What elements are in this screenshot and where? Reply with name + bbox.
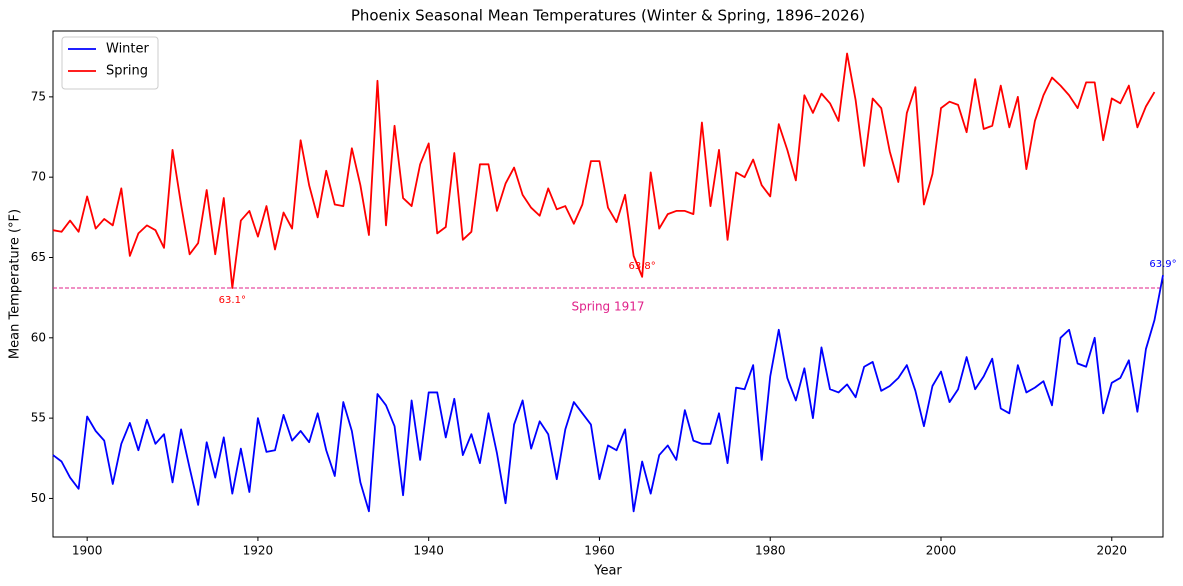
legend-label: Winter <box>106 42 150 57</box>
annotation: 63.1° <box>219 295 246 306</box>
reference-label: Spring 1917 <box>571 300 644 314</box>
legend-label: Spring <box>106 64 148 79</box>
x-tick-label: 1940 <box>413 544 444 558</box>
x-axis-label: Year <box>593 564 622 579</box>
y-tick-label: 60 <box>31 330 46 344</box>
x-tick-label: 2020 <box>1096 544 1127 558</box>
y-tick-label: 50 <box>31 491 46 505</box>
y-axis-label: Mean Temperature (°F) <box>8 209 23 359</box>
legend-box <box>61 36 159 90</box>
x-tick-label: 1980 <box>755 544 786 558</box>
annotation: 63.9° <box>1149 259 1176 270</box>
series-line <box>52 275 1164 513</box>
x-tick-label: 1960 <box>584 544 615 558</box>
x-tick-label: 2000 <box>926 544 957 558</box>
x-tick-label: 1920 <box>243 544 274 558</box>
x-tick-label: 1900 <box>72 544 103 558</box>
y-tick-label: 55 <box>31 411 46 425</box>
chart-title: Phoenix Seasonal Mean Temperatures (Wint… <box>351 7 865 25</box>
series-line <box>52 52 1156 289</box>
y-tick-label: 65 <box>31 250 46 264</box>
annotation: 63.8° <box>629 261 656 272</box>
y-tick-label: 70 <box>31 170 46 184</box>
y-tick-label: 75 <box>31 89 46 103</box>
plot-area <box>52 30 1164 538</box>
